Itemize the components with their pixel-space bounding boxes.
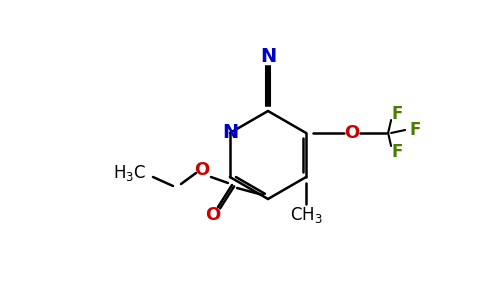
Text: F: F — [392, 105, 403, 123]
Text: O: O — [205, 206, 221, 224]
Text: F: F — [409, 121, 421, 139]
Text: O: O — [345, 124, 360, 142]
Text: N: N — [222, 124, 238, 142]
Text: CH$_3$: CH$_3$ — [290, 205, 322, 225]
Text: O: O — [195, 161, 210, 179]
Text: N: N — [260, 47, 276, 67]
Text: F: F — [392, 143, 403, 161]
Text: H$_3$C: H$_3$C — [113, 163, 147, 183]
